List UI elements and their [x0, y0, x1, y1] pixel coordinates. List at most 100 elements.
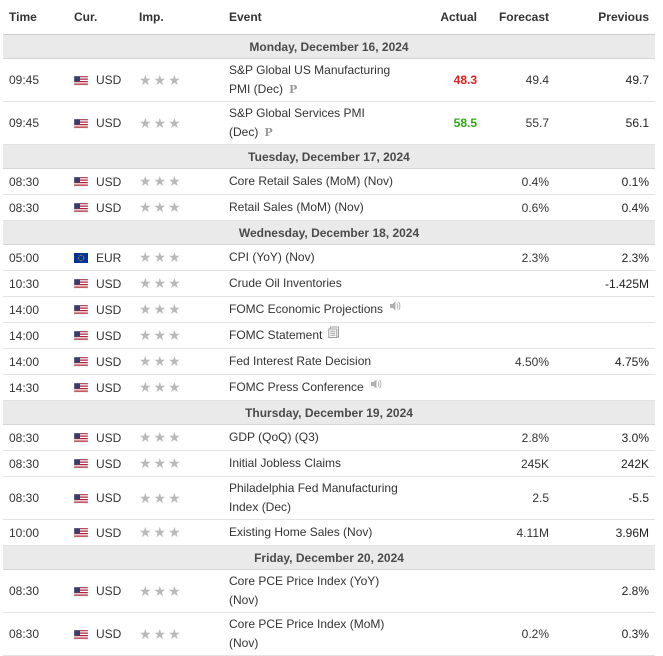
- importance-stars: ★★★: [133, 476, 223, 520]
- currency-code: USD: [96, 456, 122, 471]
- event-name[interactable]: Core Retail Sales (MoM) (Nov): [229, 174, 394, 188]
- event-currency: EUR: [68, 244, 133, 271]
- event-row[interactable]: 08:30 USD ★★★ Core PCE Price Index (YoY) (N…: [3, 569, 655, 613]
- event-name[interactable]: Core PCE Price Index (YoY) (Nov): [229, 574, 380, 607]
- event-row[interactable]: 08:30 USD ★★★ Philadelphia Fed Manufacturin…: [3, 476, 655, 520]
- event-currency: USD: [68, 612, 133, 656]
- star-icons: ★★★: [139, 114, 183, 131]
- currency-code: USD: [96, 200, 122, 215]
- event-previous: 0.4%: [555, 194, 655, 221]
- currency-code: USD: [96, 174, 122, 189]
- us-flag-icon: [73, 493, 89, 505]
- event-name-cell[interactable]: Retail Sales (MoM) (Nov): [223, 194, 413, 221]
- event-previous: 56.1: [555, 101, 655, 145]
- importance-stars: ★★★: [133, 270, 223, 297]
- event-name-cell[interactable]: CPI (YoY) (Nov): [223, 244, 413, 271]
- event-name-cell[interactable]: FOMC Statement: [223, 322, 413, 349]
- event-name[interactable]: FOMC Press Conference: [229, 379, 364, 394]
- document-icon[interactable]: [328, 326, 340, 345]
- header-previous[interactable]: Previous: [555, 0, 655, 35]
- event-actual: [413, 424, 483, 451]
- event-time: 10:00: [3, 519, 68, 546]
- header-event[interactable]: Event: [223, 0, 413, 35]
- header-actual[interactable]: Actual: [413, 0, 483, 35]
- event-name[interactable]: Retail Sales (MoM) (Nov): [229, 200, 364, 214]
- event-name-cell[interactable]: Existing Home Sales (Nov): [223, 519, 413, 546]
- eu-flag-icon: [74, 252, 88, 264]
- event-row[interactable]: 14:30 USD ★★★ FOMC Press Conference: [3, 374, 655, 401]
- us-flag-icon: [73, 176, 89, 188]
- event-row[interactable]: 05:00 EUR ★★★ CPI (YoY) (Nov) 2.3% 2.3%: [3, 244, 655, 271]
- event-name[interactable]: Crude Oil Inventories: [229, 276, 342, 290]
- event-name[interactable]: S&P Global US Manufacturing PMI (Dec): [229, 63, 391, 96]
- star-icons: ★★★: [139, 455, 183, 471]
- event-time: 08:30: [3, 194, 68, 221]
- star-icons: ★★★: [139, 353, 183, 369]
- event-name-cell[interactable]: Fed Interest Rate Decision: [223, 348, 413, 375]
- event-row[interactable]: 08:30 USD ★★★ Retail Sales (MoM) (Nov) 0.6% 0…: [3, 194, 655, 221]
- event-name[interactable]: FOMC Statement: [229, 327, 323, 342]
- event-forecast: 55.7: [483, 101, 555, 145]
- event-row[interactable]: 08:30 USD ★★★ Core Retail Sales (MoM) (Nov)…: [3, 168, 655, 195]
- event-name[interactable]: CPI (YoY) (Nov): [229, 250, 315, 264]
- currency-code: USD: [96, 276, 122, 291]
- event-time: 08:30: [3, 168, 68, 195]
- event-name-cell[interactable]: Philadelphia Fed Manufacturing Index (De…: [223, 476, 413, 520]
- event-name-cell[interactable]: S&P Global Services PMI (Dec) P: [223, 101, 413, 145]
- event-name[interactable]: FOMC Economic Projections: [229, 301, 384, 316]
- us-flag-icon: [73, 586, 89, 598]
- event-name-cell[interactable]: S&P Global US Manufacturing PMI (Dec) P: [223, 58, 413, 102]
- event-name-cell[interactable]: Core Retail Sales (MoM) (Nov): [223, 168, 413, 195]
- event-name[interactable]: S&P Global Services PMI (Dec): [229, 106, 365, 139]
- day-label: Friday, December 20, 2024: [3, 545, 655, 570]
- event-name-cell[interactable]: Initial Jobless Claims: [223, 450, 413, 477]
- event-name-cell[interactable]: Core PCE Price Index (MoM) (Nov): [223, 612, 413, 656]
- day-label: Thursday, December 19, 2024: [3, 400, 655, 425]
- header-currency[interactable]: Cur.: [68, 0, 133, 35]
- event-currency: USD: [68, 374, 133, 401]
- event-name-cell[interactable]: GDP (QoQ) (Q3): [223, 424, 413, 451]
- event-currency: USD: [68, 450, 133, 477]
- event-name-cell[interactable]: FOMC Press Conference: [223, 374, 413, 401]
- event-time: 08:30: [3, 612, 68, 656]
- event-name[interactable]: Existing Home Sales (Nov): [229, 525, 373, 539]
- event-name[interactable]: Philadelphia Fed Manufacturing Index (De…: [229, 481, 398, 514]
- event-row[interactable]: 09:45 USD ★★★ S&P Global Services PMI (Dec)…: [3, 101, 655, 145]
- event-row[interactable]: 10:30 USD ★★★ Crude Oil Inventories -1.425M: [3, 270, 655, 297]
- event-row[interactable]: 08:30 USD ★★★ Initial Jobless Claims 245K 242…: [3, 450, 655, 477]
- us-flag-icon: [73, 278, 89, 290]
- event-name-cell[interactable]: Core PCE Price Index (YoY) (Nov): [223, 569, 413, 613]
- event-time: 08:30: [3, 569, 68, 613]
- header-importance[interactable]: Imp.: [133, 0, 223, 35]
- calendar-table: Time Cur. Imp. Event Actual Forecast Pre…: [3, 0, 655, 656]
- header-time[interactable]: Time: [3, 0, 68, 35]
- event-row[interactable]: 10:00 USD ★★★ Existing Home Sales (Nov) 4.11…: [3, 519, 655, 546]
- event-currency: USD: [68, 476, 133, 520]
- event-row[interactable]: 14:00 USD ★★★ Fed Interest Rate Decision 4.5…: [3, 348, 655, 375]
- event-previous: 242K: [555, 450, 655, 477]
- event-forecast: [483, 374, 555, 401]
- event-row[interactable]: 08:30 USD ★★★ Core PCE Price Index (MoM) (N…: [3, 612, 655, 656]
- speaker-icon[interactable]: [389, 300, 401, 319]
- header-forecast[interactable]: Forecast: [483, 0, 555, 35]
- event-actual: [413, 374, 483, 401]
- currency-code: USD: [96, 354, 122, 369]
- event-name[interactable]: Fed Interest Rate Decision: [229, 354, 372, 368]
- event-row[interactable]: 14:00 USD ★★★ FOMC Economic Projections: [3, 296, 655, 323]
- event-name[interactable]: GDP (QoQ) (Q3): [229, 430, 319, 444]
- event-name-cell[interactable]: Crude Oil Inventories: [223, 270, 413, 297]
- importance-stars: ★★★: [133, 450, 223, 477]
- importance-stars: ★★★: [133, 194, 223, 221]
- star-icons: ★★★: [139, 173, 183, 189]
- event-time: 09:45: [3, 101, 68, 145]
- event-name[interactable]: Core PCE Price Index (MoM) (Nov): [229, 617, 385, 650]
- speaker-icon[interactable]: [370, 378, 382, 397]
- event-row[interactable]: 08:30 USD ★★★ GDP (QoQ) (Q3) 2.8% 3.0%: [3, 424, 655, 451]
- event-name[interactable]: Initial Jobless Claims: [229, 456, 342, 470]
- event-forecast: [483, 322, 555, 349]
- event-row[interactable]: 14:00 USD ★★★ FOMC Statement: [3, 322, 655, 349]
- event-forecast: 0.4%: [483, 168, 555, 195]
- event-name-cell[interactable]: FOMC Economic Projections: [223, 296, 413, 323]
- event-time: 09:45: [3, 58, 68, 102]
- event-row[interactable]: 09:45 USD ★★★ S&P Global US Manufacturing P…: [3, 58, 655, 102]
